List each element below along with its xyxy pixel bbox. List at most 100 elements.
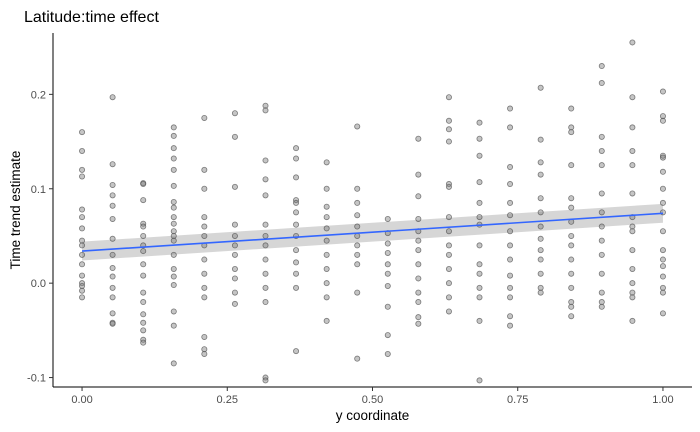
x-tick-label: 0.50 <box>362 394 383 406</box>
data-point <box>354 289 361 296</box>
data-point <box>659 228 666 235</box>
data-point <box>79 237 86 244</box>
data-point <box>170 265 177 272</box>
data-point <box>537 289 544 296</box>
data-point <box>476 152 483 159</box>
data-point <box>629 265 636 272</box>
data-point <box>109 310 116 317</box>
data-point <box>201 346 208 353</box>
data-point <box>231 110 238 117</box>
data-point <box>354 212 361 219</box>
data-point <box>507 313 514 320</box>
data-point <box>415 193 422 200</box>
data-point <box>262 192 269 199</box>
data-point <box>598 289 605 296</box>
data-point <box>201 350 208 357</box>
data-point <box>659 185 666 192</box>
y-tick-label: 0.1 <box>31 184 46 196</box>
data-point <box>384 249 391 256</box>
data-point <box>568 105 575 112</box>
data-point <box>170 166 177 173</box>
data-point <box>262 232 269 239</box>
data-point <box>659 289 666 296</box>
data-point <box>170 145 177 152</box>
data-point <box>231 265 238 272</box>
data-point <box>201 232 208 239</box>
data-point <box>323 294 330 301</box>
data-point <box>415 275 422 282</box>
data-point <box>476 119 483 126</box>
data-point <box>109 161 116 168</box>
data-point <box>568 204 575 211</box>
data-point <box>201 270 208 277</box>
data-point <box>323 185 330 192</box>
data-point <box>354 199 361 206</box>
data-point <box>568 129 575 136</box>
y-tick-label: -0.1 <box>27 373 46 385</box>
points-layer <box>79 39 666 384</box>
data-point <box>79 287 86 294</box>
data-point <box>170 155 177 162</box>
data-point <box>79 272 86 279</box>
data-point <box>323 225 330 232</box>
data-point <box>201 333 208 340</box>
data-point <box>476 199 483 206</box>
x-tick-label: 0.75 <box>507 394 528 406</box>
data-point <box>201 256 208 263</box>
data-point <box>109 265 116 272</box>
data-point <box>568 195 575 202</box>
data-point <box>109 251 116 258</box>
data-point <box>140 311 147 318</box>
data-point <box>415 171 422 178</box>
data-point <box>170 237 177 244</box>
data-point <box>262 284 269 291</box>
data-point <box>384 215 391 222</box>
data-point <box>415 215 422 222</box>
data-point <box>629 124 636 131</box>
x-tick-label: 0.00 <box>71 394 92 406</box>
data-point <box>507 256 514 263</box>
data-point <box>262 242 269 249</box>
fit-line-layer <box>81 212 664 252</box>
data-point <box>537 136 544 143</box>
data-point <box>293 259 300 266</box>
data-point <box>476 294 483 301</box>
data-point <box>262 256 269 263</box>
data-point <box>598 147 605 154</box>
data-point <box>415 247 422 254</box>
x-tick-label: 0.25 <box>217 394 238 406</box>
data-point <box>537 84 544 91</box>
data-point <box>170 228 177 235</box>
data-point <box>323 280 330 287</box>
data-point <box>201 114 208 121</box>
data-point <box>293 199 300 206</box>
data-point <box>262 270 269 277</box>
data-point <box>598 270 605 277</box>
data-point <box>384 332 391 339</box>
data-point <box>629 294 636 301</box>
data-point <box>445 294 452 301</box>
data-point <box>79 242 86 249</box>
data-point <box>568 124 575 131</box>
data-point <box>507 272 514 279</box>
y-tick-label: 0.2 <box>31 89 46 101</box>
data-point <box>140 248 147 255</box>
data-point <box>507 228 514 235</box>
data-point <box>659 117 666 124</box>
data-point <box>262 102 269 109</box>
data-point <box>507 181 514 188</box>
data-point <box>629 39 636 46</box>
data-point <box>109 320 116 327</box>
data-point <box>354 251 361 258</box>
data-point <box>140 339 147 346</box>
data-point <box>293 174 300 181</box>
data-point <box>445 94 452 101</box>
data-point <box>293 284 300 291</box>
data-point <box>170 182 177 189</box>
data-point <box>201 185 208 192</box>
data-point <box>109 294 116 301</box>
data-point <box>293 209 300 216</box>
data-point <box>323 214 330 221</box>
data-point <box>629 147 636 154</box>
data-point <box>598 251 605 258</box>
